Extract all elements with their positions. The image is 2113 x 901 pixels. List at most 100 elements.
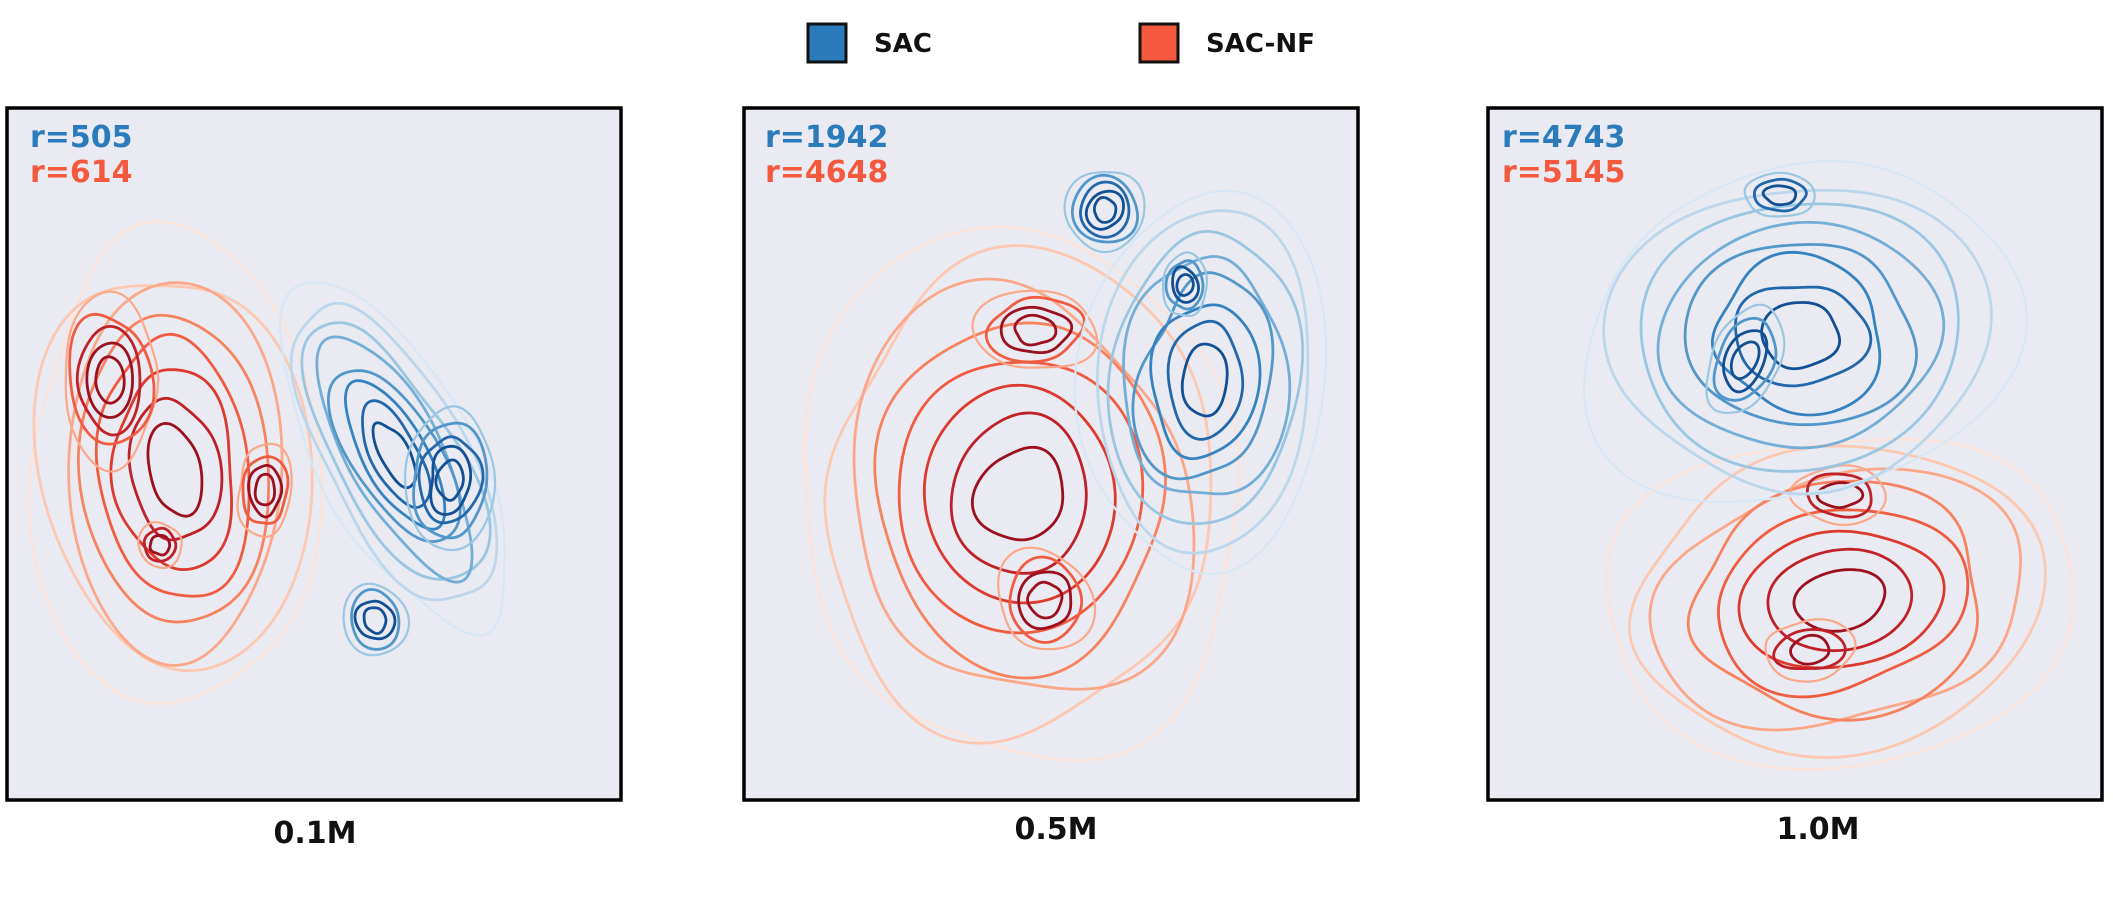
- panel-0-sac-reward: r=505: [30, 120, 133, 155]
- panel-0-sac-nf-contour-1-4: [94, 355, 126, 405]
- panel-0-sac-contour-2-2: [353, 599, 397, 641]
- panel-0-sac-nf-contour-0-0: [27, 220, 323, 705]
- legend: SAC SAC-NF: [806, 22, 1315, 64]
- panel-2-sac-contour-1-3: [1729, 340, 1761, 381]
- panel-0-sac-nf-contour-1-0: [64, 290, 160, 473]
- panel-2-10m: r=4743 r=5145 1.0M: [1486, 106, 2104, 847]
- panel-0-sac-nf-contour-1-1: [68, 312, 156, 446]
- panel-2-sac-contour-0-4: [1683, 243, 1918, 427]
- panel-0-sac-contour-1-1: [412, 421, 489, 540]
- panel-2-sac-contour-0-2: [1639, 202, 1960, 473]
- panel-2-sac-contour-2-0: [1743, 171, 1816, 218]
- panel-0-sac-nf-contour-0-4: [94, 332, 251, 598]
- panel-0-sac-contour-0-4: [327, 369, 462, 543]
- panel-2-sac-contour-0-7: [1760, 301, 1842, 371]
- panel-1-sac-contour-2-3: [1175, 273, 1195, 297]
- panel-0-sac-nf-reward: r=614: [30, 155, 133, 190]
- panel-1-sac-contour-0-7: [1180, 342, 1229, 418]
- panel-1-5m: r=1942 r=4648 0.5M: [742, 106, 1360, 847]
- panel-0-sac-contour-0-5: [344, 379, 447, 531]
- panel-1-sac-contour-1-3: [1084, 189, 1125, 231]
- panel-1-sac-nf-contour-0-0: [803, 225, 1241, 762]
- panel-2-sac-contour-0-0: [1583, 160, 2029, 504]
- panel-1-sac-contour-0-0: [1073, 189, 1328, 576]
- panel-0-sac-nf-contour-0-2: [67, 281, 284, 667]
- panel-0-sac-contour-1-3: [429, 444, 473, 516]
- panel-0-sac-contour-2-3: [362, 606, 388, 635]
- panel-1-sac-contour-1-0: [1063, 171, 1146, 254]
- panel-1-sac-contour-2-1: [1164, 259, 1205, 311]
- panel-2-sac-nf-reward: r=5145: [1502, 155, 1625, 190]
- panel-0-sac-nf-contour-1-3: [85, 341, 134, 419]
- panel-2-sac-nf-contour-0-4: [1717, 508, 1970, 699]
- legend-label-sac-nf: SAC-NF: [1206, 29, 1315, 59]
- panel-0-sac-contour-0-0: [278, 281, 506, 637]
- panel-2-sac-contour-1-0: [1705, 303, 1786, 414]
- panel-2-sac-nf-contour-2-0: [1764, 618, 1857, 683]
- panel-1-sac-nf-reward: r=4648: [765, 155, 888, 190]
- panel-1-sac-contour-0-2: [1106, 230, 1305, 526]
- legend-label-sac: SAC: [874, 29, 932, 59]
- panel-1-sac-contour-0-3: [1122, 255, 1292, 496]
- panel-1-sac-contour-0-5: [1149, 303, 1262, 461]
- panel-2-sac-contour-1-2: [1722, 329, 1769, 394]
- panel-1-sac-contour-0-1: [1096, 209, 1310, 555]
- panel-2-sac-contour-0-3: [1656, 220, 1946, 450]
- panel-1-sac-contour-2-2: [1171, 265, 1200, 304]
- panel-2-sac-nf-contour-0-3: [1686, 479, 1979, 722]
- panel-1-sac-nf-contour-0-4: [897, 360, 1145, 635]
- panel-1-sac-nf-contour-1-1: [984, 295, 1086, 364]
- panel-2-sac-nf-contour-0-2: [1648, 467, 2023, 732]
- panel-2-contours: [1583, 160, 2074, 771]
- panel-0-sac-contour-1-2: [417, 435, 485, 525]
- panel-0-sac-nf-contour-3-2: [148, 534, 172, 557]
- panel-2-sac-reward: r=4743: [1502, 120, 1625, 155]
- panel-2-frame: [1486, 106, 2104, 802]
- panel-0-frame: [5, 106, 623, 802]
- panel-0-contours: [27, 220, 506, 705]
- panel-0-sac-contour-1-0: [404, 405, 497, 552]
- legend-swatch-sac-nf: [1138, 22, 1180, 64]
- panel-0-sac-nf-contour-0-5: [109, 368, 233, 571]
- panel-1-sac-nf-contour-2-2: [1017, 570, 1073, 631]
- panel-0-sac-nf-contour-2-2: [247, 463, 284, 519]
- panel-0-sac-contour-2-0: [342, 582, 411, 657]
- panel-0-sac-nf-contour-0-7: [146, 422, 204, 518]
- panel-0-sac-nf-contour-1-2: [75, 325, 142, 437]
- panel-2-sac-nf-contour-0-7: [1792, 568, 1887, 633]
- panel-0-sac-contour-0-2: [300, 321, 492, 581]
- panel-1-sac-contour-1-1: [1070, 173, 1139, 244]
- panel-2-sac-nf-contour-0-1: [1628, 444, 2047, 759]
- panel-1-contours: [803, 171, 1328, 762]
- panel-1-sac-contour-1-2: [1079, 180, 1131, 239]
- panel-0-sac-nf-contour-3-1: [142, 526, 178, 563]
- panel-1-sac-nf-contour-1-2: [999, 305, 1074, 354]
- panel-1-sac-reward: r=1942: [765, 120, 888, 155]
- panel-1-caption: 0.5M: [1015, 812, 1098, 847]
- panel-0-sac-nf-contour-3-0: [137, 521, 183, 569]
- panel-2-sac-contour-2-1: [1753, 177, 1808, 213]
- panel-0-caption: 0.1M: [274, 816, 357, 851]
- panel-1-sac-contour-2-0: [1162, 251, 1209, 318]
- panel-0-background: [7, 108, 621, 800]
- panel-2-sac-contour-1-1: [1712, 316, 1778, 402]
- panel-1-sac-nf-contour-2-0: [997, 546, 1097, 651]
- panel-1-sac-nf-contour-0-7: [970, 445, 1065, 542]
- panel-0-sac-nf-contour-0-3: [76, 313, 270, 624]
- panel-1-frame: [742, 106, 1360, 802]
- panel-1-sac-nf-contour-2-1: [1008, 555, 1084, 644]
- panel-0-sac-nf-contour-2-1: [241, 455, 290, 525]
- panel-0-sac-nf-contour-2-0: [236, 442, 293, 538]
- panel-0-sac-nf-contour-2-3: [253, 472, 276, 507]
- panel-1-sac-nf-contour-0-2: [852, 277, 1196, 691]
- panel-2-sac-nf-contour-0-6: [1766, 547, 1914, 653]
- panel-1-sac-nf-contour-2-3: [1026, 580, 1064, 620]
- panel-1-sac-nf-contour-1-0: [971, 289, 1099, 369]
- panel-2-sac-nf-contour-2-2: [1789, 633, 1831, 666]
- panel-2-sac-nf-contour-0-5: [1737, 529, 1946, 670]
- panel-0-sac-contour-0-3: [315, 335, 474, 584]
- panel-0-sac-nf-contour-0-6: [127, 396, 224, 542]
- panel-1-sac-contour-1-4: [1093, 196, 1118, 224]
- panel-1-sac-nf-contour-1-3: [1013, 313, 1058, 347]
